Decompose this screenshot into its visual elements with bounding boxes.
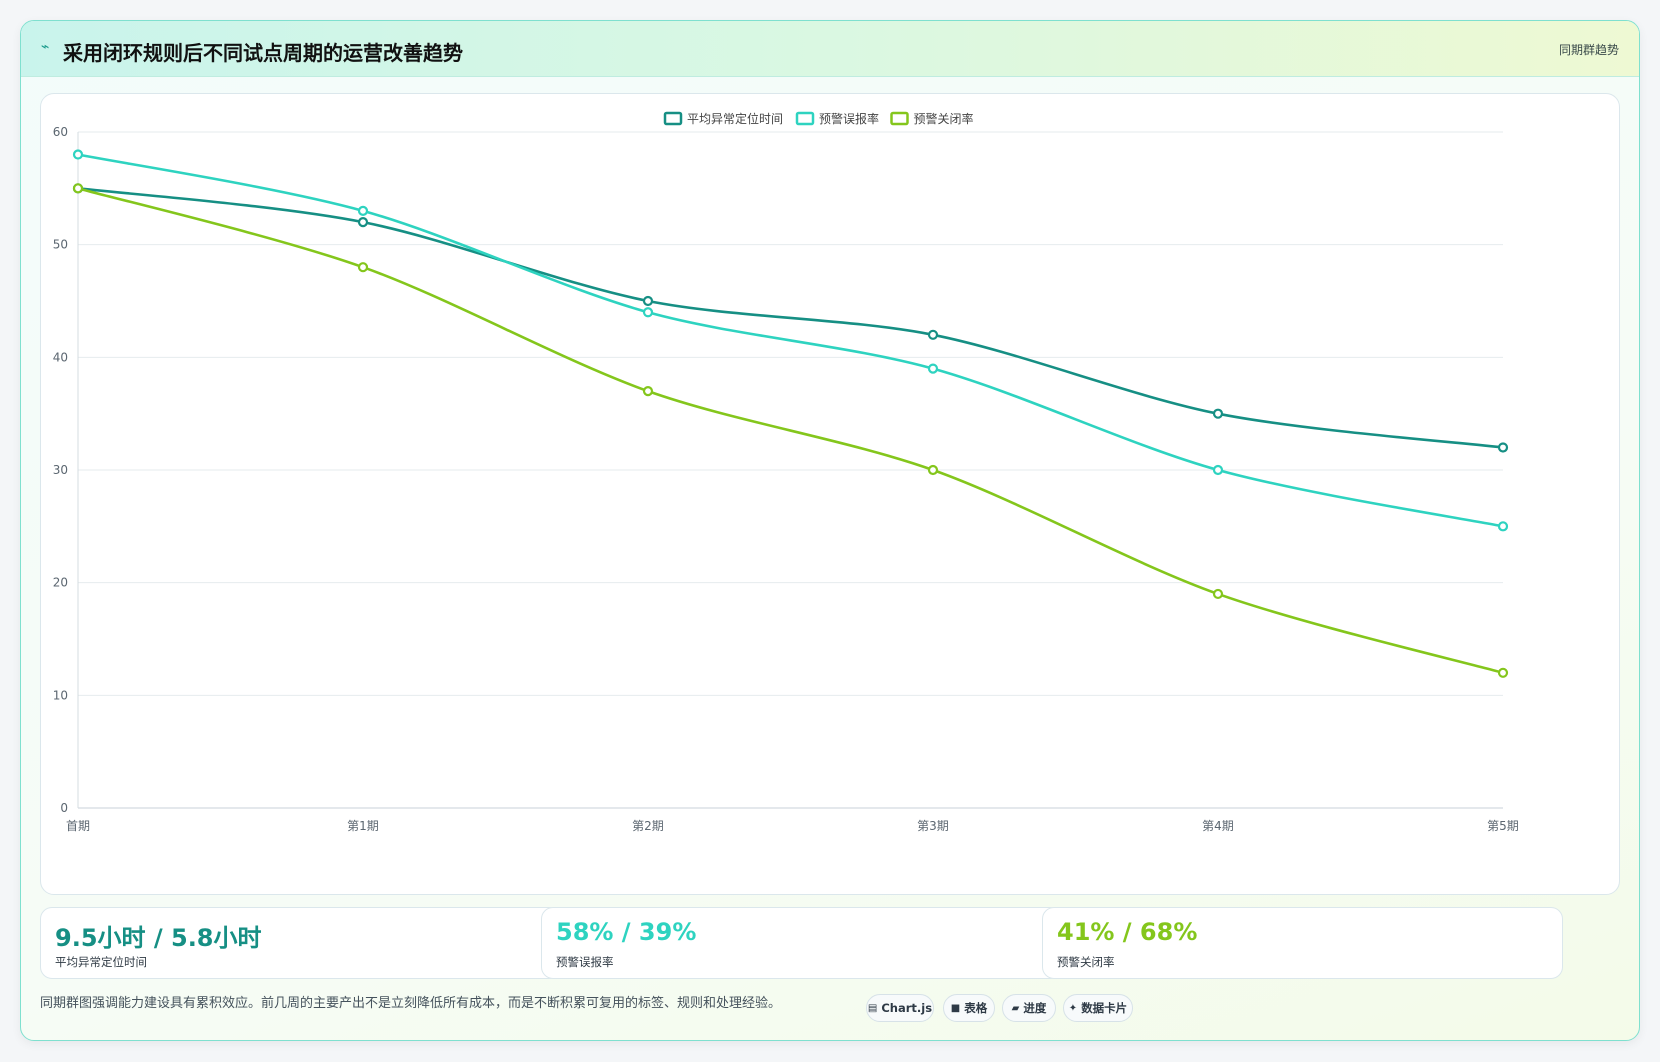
data-point[interactable]	[1212, 588, 1224, 600]
cohort-tag: 同期群趋势	[1558, 43, 1619, 57]
stat-label: 平均异常定位时间	[55, 955, 147, 969]
y-tick-label: 0	[60, 801, 68, 815]
card-title: 采用闭环规则后不同试点周期的运营改善趋势	[63, 41, 463, 65]
trend-icon: ⌁	[41, 39, 50, 55]
data-point[interactable]	[357, 262, 369, 273]
data-point[interactable]	[642, 295, 654, 307]
y-tick-label: 10	[53, 688, 68, 702]
x-tick-label: 第1期	[347, 819, 379, 833]
stat-label: 预警误报率	[556, 955, 614, 969]
x-tick-label: 第2期	[632, 819, 664, 833]
data-point[interactable]	[357, 205, 369, 216]
y-tick-label: 40	[53, 350, 68, 364]
chip-table[interactable]: ■ 表格	[943, 994, 995, 1022]
data-point[interactable]	[642, 307, 654, 318]
legend-item-0[interactable]: 平均异常定位时间	[663, 111, 783, 126]
series-line-0	[77, 187, 1504, 449]
chip-label: 表格	[964, 1001, 988, 1015]
legend-label: 平均异常定位时间	[687, 111, 783, 126]
chip-label: 数据卡片	[1081, 1001, 1128, 1015]
series-line-1	[77, 153, 1504, 528]
stat-card-close-rate: 41% / 68% 预警关闭率	[1042, 907, 1563, 979]
data-point[interactable]	[72, 149, 84, 160]
legend-label: 预警误报率	[819, 111, 879, 126]
footnote: 同期群图强调能力建设具有累积效应。前几周的主要产出不是立刻降低所有成本，而是不断…	[40, 996, 782, 1011]
legend-swatch	[890, 111, 909, 126]
stat-value: 9.5小时 / 5.8小时	[55, 924, 262, 952]
stat-card-locate-time: 9.5小时 / 5.8小时 平均异常定位时间	[40, 907, 561, 979]
stat-value: 41% / 68%	[1057, 918, 1198, 946]
y-tick-label: 60	[53, 125, 68, 139]
data-point[interactable]	[1497, 442, 1509, 453]
sparkle-icon: ✦	[1068, 1002, 1078, 1014]
chart-panel: 0 10 20 30 40 50 60 首期 第1期 第2期 第3期 第4期 第5期 平均异常定位时间…	[40, 93, 1620, 895]
card-header: ⌁ 采用闭环规则后不同试点周期的运营改善趋势 同期群趋势	[21, 21, 1639, 77]
x-tick-label: 第5期	[1487, 819, 1519, 833]
chip-progress[interactable]: ▰ 进度	[1002, 994, 1056, 1022]
chip-label: Chart.js	[881, 1001, 933, 1015]
stat-label: 预警关闭率	[1057, 955, 1115, 969]
chart-icon: ▤	[867, 1002, 878, 1014]
chip-label: 进度	[1023, 1001, 1047, 1015]
line-chart: 0 10 20 30 40 50 60 首期 第1期 第2期 第3期 第4期 第5期 平均异常定位时间…	[53, 111, 1519, 833]
series-line-2	[77, 187, 1504, 675]
data-point[interactable]	[927, 464, 939, 476]
data-point[interactable]	[927, 363, 939, 374]
y-tick-label: 20	[53, 576, 68, 590]
data-point[interactable]	[1497, 667, 1509, 678]
legend-label: 预警关闭率	[914, 111, 974, 126]
data-point[interactable]	[642, 386, 654, 397]
x-tick-label: 首期	[66, 819, 90, 833]
x-tick-label: 第3期	[917, 819, 949, 833]
y-tick-label: 50	[53, 238, 68, 252]
table-icon: ■	[950, 1002, 961, 1014]
data-point[interactable]	[1212, 464, 1224, 476]
data-point[interactable]	[927, 329, 939, 340]
stat-card-false-alarm: 58% / 39% 预警误报率	[541, 907, 1062, 979]
data-point[interactable]	[1497, 521, 1509, 532]
data-point[interactable]	[1212, 408, 1224, 419]
data-point[interactable]	[357, 217, 369, 228]
y-tick-label: 30	[53, 463, 68, 477]
legend-item-2[interactable]: 预警关闭率	[890, 111, 974, 126]
chip-chartjs[interactable]: ▤ Chart.js	[866, 994, 934, 1022]
legend-item-1[interactable]: 预警误报率	[795, 111, 879, 126]
chip-data-card[interactable]: ✦ 数据卡片	[1063, 994, 1133, 1022]
stat-value: 58% / 39%	[556, 918, 697, 946]
chart-card: ⌁ 采用闭环规则后不同试点周期的运营改善趋势 同期群趋势 0 10 20 30 40 50…	[20, 20, 1640, 1041]
x-tick-label: 第4期	[1202, 819, 1234, 833]
legend-swatch	[795, 111, 815, 126]
progress-icon: ▰	[1011, 1002, 1020, 1014]
data-point[interactable]	[72, 183, 84, 194]
legend-swatch	[663, 111, 683, 126]
